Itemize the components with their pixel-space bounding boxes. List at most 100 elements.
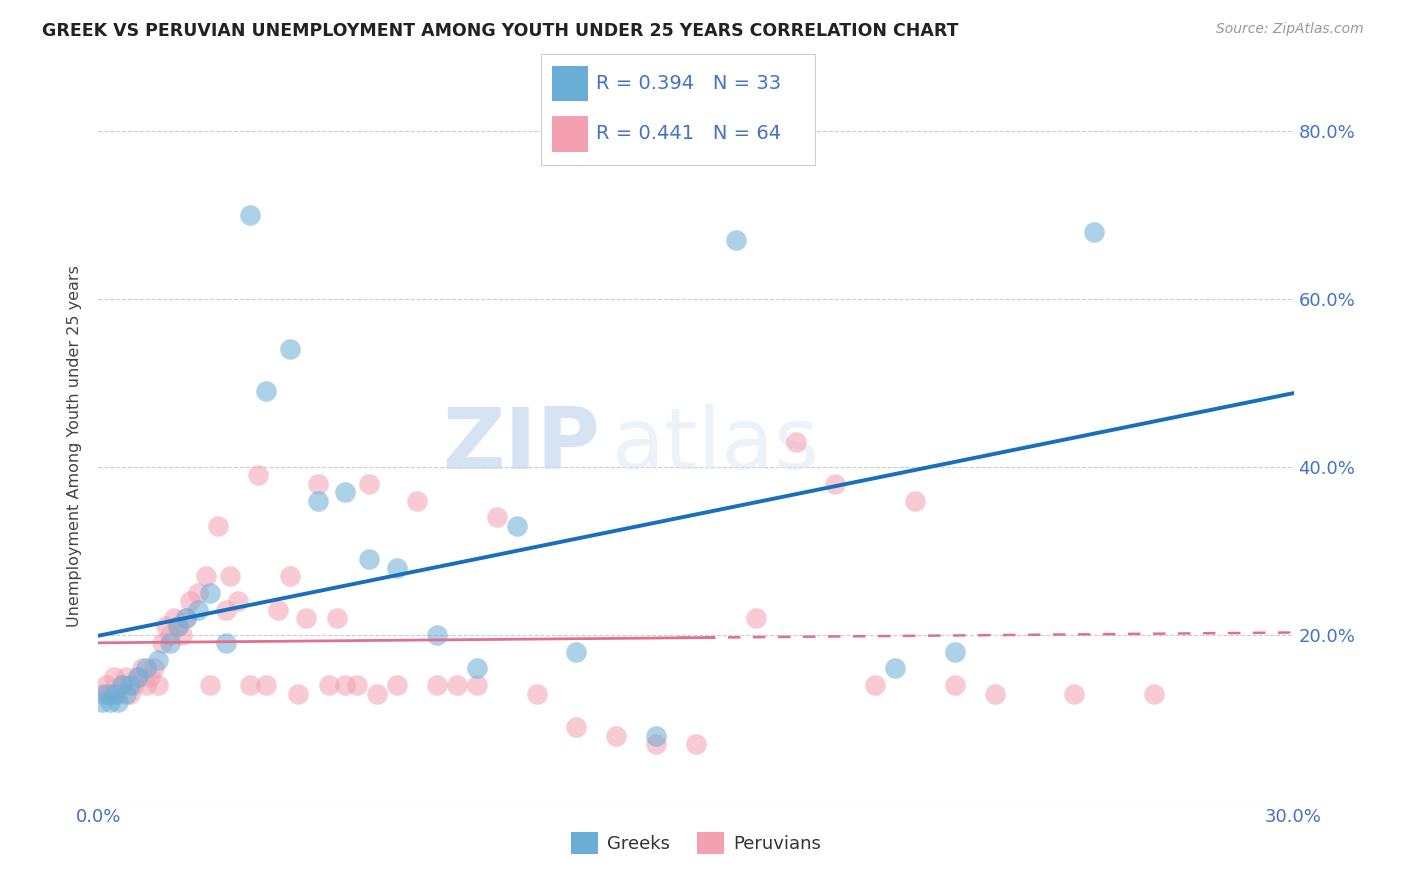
Point (239, 208, 262, 222)
Point (143, 661, 166, 675)
Text: Source: ZipAtlas.com: Source: ZipAtlas.com (1216, 22, 1364, 37)
Point (246, 468, 269, 483)
Bar (553, 116, 588, 152)
Point (127, 670, 149, 684)
Point (346, 678, 368, 692)
Point (465, 678, 488, 692)
Point (187, 586, 209, 600)
Point (485, 510, 508, 524)
Point (91, 687, 114, 701)
Point (318, 678, 340, 692)
Point (745, 611, 768, 625)
Point (278, 343, 301, 357)
Point (91, 695, 114, 709)
Point (187, 603, 209, 617)
Point (294, 611, 316, 625)
Point (135, 678, 157, 692)
Point (904, 493, 927, 508)
Point (865, 678, 887, 692)
Point (226, 594, 249, 608)
Point (103, 670, 125, 684)
Text: atlas: atlas (613, 404, 820, 488)
Point (465, 661, 488, 675)
Point (103, 687, 125, 701)
Point (307, 493, 329, 508)
Point (198, 586, 221, 600)
Point (111, 678, 134, 692)
Point (172, 628, 194, 642)
Y-axis label: Unemployment Among Youth under 25 years: Unemployment Among Youth under 25 years (67, 265, 83, 627)
Point (426, 628, 449, 642)
Point (215, 603, 238, 617)
Point (984, 687, 1007, 701)
Text: GREEK VS PERUVIAN UNEMPLOYMENT AMONG YOUTH UNDER 25 YEARS CORRELATION CHART: GREEK VS PERUVIAN UNEMPLOYMENT AMONG YOU… (42, 22, 959, 40)
Point (884, 661, 907, 675)
Point (150, 636, 173, 650)
Point (824, 476, 846, 491)
Point (207, 518, 229, 533)
Point (565, 720, 588, 734)
Point (107, 687, 129, 701)
Bar (553, 66, 588, 102)
Point (385, 678, 409, 692)
Point (267, 603, 290, 617)
Point (943, 678, 966, 692)
Point (645, 737, 668, 751)
Text: R = 0.394   N = 33: R = 0.394 N = 33 (596, 74, 782, 93)
Point (148, 678, 170, 692)
Point (120, 678, 142, 692)
Point (163, 611, 186, 625)
Point (167, 619, 190, 633)
Point (239, 678, 262, 692)
Point (335, 485, 357, 500)
Point (124, 678, 146, 692)
Text: R = 0.441   N = 64: R = 0.441 N = 64 (596, 124, 782, 144)
Point (127, 670, 149, 684)
Point (135, 661, 157, 675)
Legend: Greeks, Peruvians: Greeks, Peruvians (571, 832, 821, 855)
Point (195, 569, 218, 583)
Point (159, 636, 181, 650)
Point (219, 569, 242, 583)
Point (107, 695, 129, 709)
Point (198, 678, 221, 692)
Point (526, 687, 548, 701)
Point (98, 687, 122, 701)
Point (1143, 687, 1166, 701)
Text: ZIP: ZIP (443, 404, 600, 488)
Point (326, 611, 349, 625)
Point (179, 594, 201, 608)
Point (131, 661, 153, 675)
Point (167, 619, 190, 633)
Point (406, 493, 429, 508)
Point (148, 653, 170, 667)
Point (115, 670, 138, 684)
Point (366, 687, 388, 701)
Point (426, 678, 449, 692)
Point (724, 233, 747, 247)
Point (446, 678, 468, 692)
Point (385, 560, 409, 574)
Point (1083, 225, 1105, 239)
Point (565, 645, 588, 659)
Point (96, 678, 118, 692)
Point (359, 552, 381, 566)
Point (254, 384, 277, 399)
Point (98, 695, 122, 709)
Point (278, 569, 301, 583)
Point (605, 729, 627, 743)
Point (685, 737, 707, 751)
Point (155, 619, 177, 633)
Point (506, 518, 529, 533)
Point (115, 687, 138, 701)
Point (96, 687, 118, 701)
Point (254, 678, 277, 692)
Point (335, 678, 357, 692)
Point (111, 678, 134, 692)
Point (943, 645, 966, 659)
Point (174, 611, 197, 625)
Point (287, 687, 309, 701)
Point (215, 636, 238, 650)
Point (307, 476, 329, 491)
Point (645, 729, 668, 743)
